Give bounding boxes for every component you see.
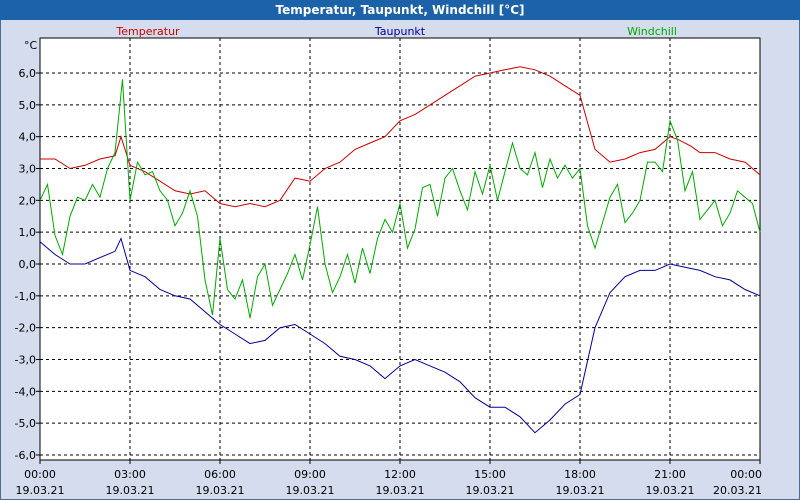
x-tick-date: 19.03.21 <box>466 484 515 497</box>
y-axis-unit-label: °C <box>24 39 38 52</box>
y-axis: 6,0 5,0 4,0 3,0 2,0 1,0 0,0 -1,0 -2,0 -3,0 -4,0 -5,… <box>15 67 40 462</box>
legend-label-taupunkt: Taupunkt <box>374 25 426 38</box>
y-tick-label: 6,0 <box>19 67 37 80</box>
x-tick-time: 00:00 <box>24 468 56 481</box>
x-tick-time: 03:00 <box>114 468 146 481</box>
x-tick-time: 18:00 <box>564 468 596 481</box>
y-tick-label: 0,0 <box>19 258 37 271</box>
y-tick-label: -4,0 <box>15 385 36 398</box>
legend-label-temperatur: Temperatur <box>115 25 180 38</box>
x-tick-date: 19.03.21 <box>646 484 695 497</box>
chart-title: Temperatur, Taupunkt, Windchill [°C] <box>0 0 800 20</box>
series-line-temperatur <box>40 66 761 208</box>
x-tick-time: 00:00 <box>730 468 762 481</box>
x-tick-date: 19.03.21 <box>286 484 335 497</box>
series-line-windchill <box>39 79 761 319</box>
y-tick-label: 4,0 <box>19 131 37 144</box>
x-tick-date: 19.03.21 <box>106 484 155 497</box>
y-tick-label: 5,0 <box>19 99 37 112</box>
x-tick-time: 06:00 <box>204 468 236 481</box>
x-tick-time: 21:00 <box>654 468 686 481</box>
x-tick-date: 19.03.21 <box>556 484 605 497</box>
x-tick-time: 12:00 <box>384 468 416 481</box>
y-tick-label: -1,0 <box>15 290 36 303</box>
y-tick-label: -3,0 <box>15 353 36 366</box>
y-tick-label: 2,0 <box>19 194 37 207</box>
x-axis: 00:00 19.03.21 03:00 19.03.21 06:00 19.03.21 0… <box>16 460 762 497</box>
x-tick-date: 19.03.21 <box>376 484 425 497</box>
x-tick-date: 20.03.21 <box>713 484 762 497</box>
legend: Temperatur Taupunkt Windchill <box>115 25 677 38</box>
legend-label-windchill: Windchill <box>627 25 677 38</box>
y-tick-label: -2,0 <box>15 322 36 335</box>
x-tick-date: 19.03.21 <box>196 484 245 497</box>
x-tick-time: 09:00 <box>294 468 326 481</box>
y-tick-label: -5,0 <box>15 417 36 430</box>
x-tick-date: 19.03.21 <box>16 484 65 497</box>
series-line-taupunkt <box>39 237 761 434</box>
y-tick-label: -6,0 <box>15 449 36 462</box>
x-tick-time: 15:00 <box>474 468 506 481</box>
series-group <box>39 66 761 434</box>
y-tick-label: 1,0 <box>19 226 37 239</box>
y-tick-label: 3,0 <box>19 163 37 176</box>
